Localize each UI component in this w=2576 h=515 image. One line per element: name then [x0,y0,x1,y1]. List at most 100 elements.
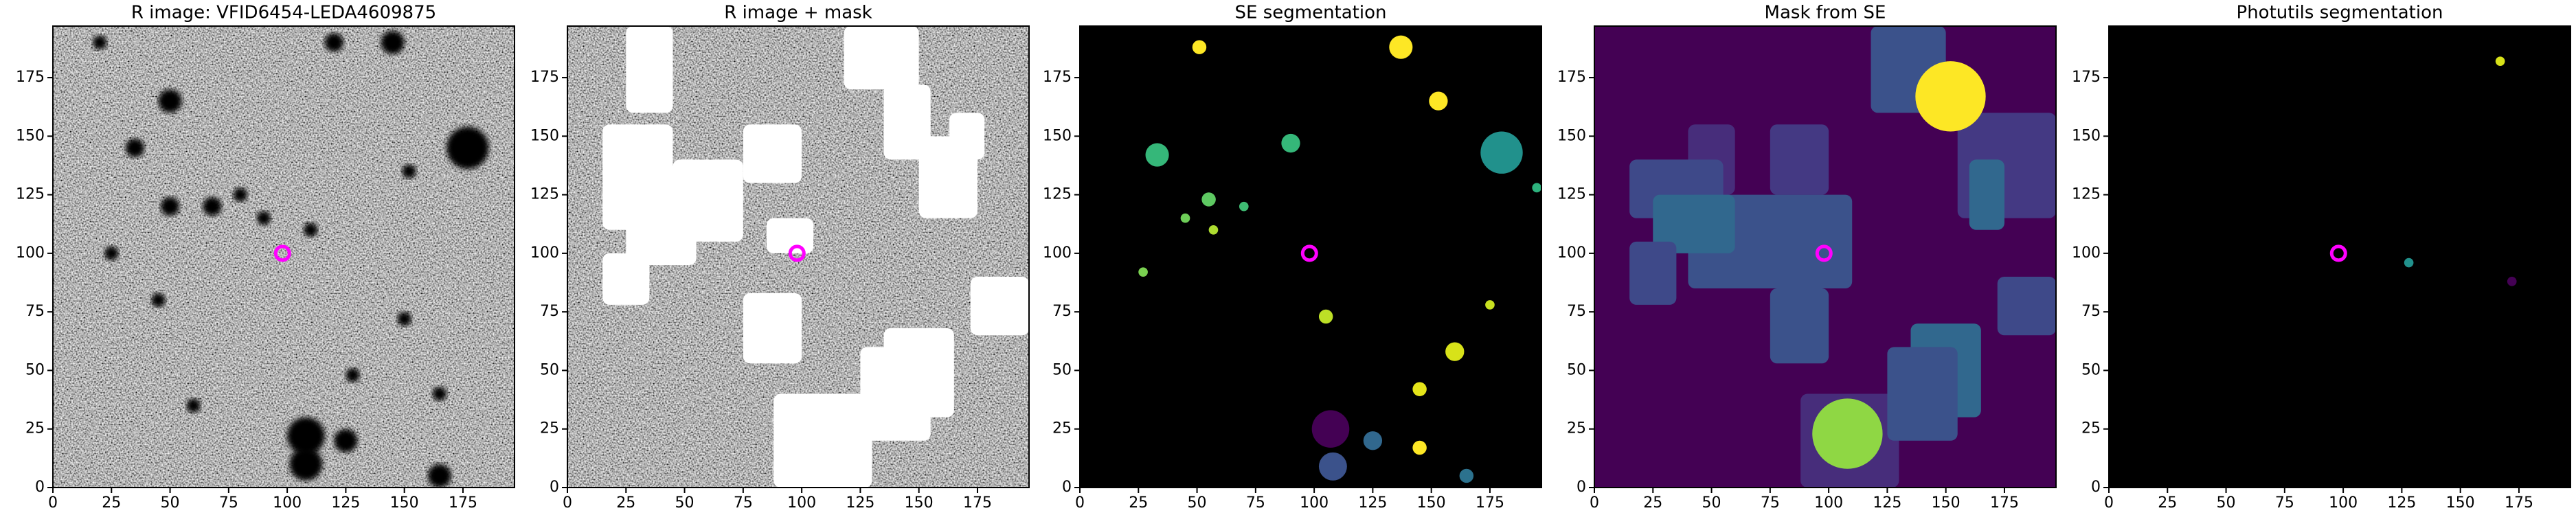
image-blob [1412,382,1427,396]
image-region [1653,194,1735,253]
y-tick-label: 75 [1052,303,1072,320]
image-blob [1363,431,1383,450]
marker [1815,244,1833,262]
x-tick-label: 150 [1932,494,1961,512]
x-tick-label: 150 [905,494,934,512]
image-blob [1318,309,1333,324]
x-tick-label: 100 [1300,494,1329,512]
image-region [1629,241,1677,305]
y-tick-label: 25 [1567,420,1586,437]
panel: SE segmentation 0 25 50 75 100 125 150 175 0 25 50 7… [1043,3,1542,512]
y-tick-label: 50 [1567,361,1586,378]
image-blob [287,417,325,455]
image-blob [2507,276,2517,286]
y-tick-label: 25 [540,420,559,437]
image-blob [92,35,107,50]
y-tick-label: 0 [550,479,559,496]
image [1594,26,2056,488]
y-tick-label: 100 [1043,244,1072,262]
x-tick-label: 50 [161,494,180,512]
image-background [1080,26,1541,488]
image-region [602,124,673,230]
x-tick-label: 50 [1188,494,1207,512]
image-background [2109,26,2571,488]
x-tick-label: 0 [1590,494,1599,512]
x-tick-label: 175 [449,494,477,512]
y-tick-label: 100 [1557,244,1586,262]
axes-frame [2108,25,2571,488]
marker [273,244,291,262]
y-tick-label: 150 [1557,127,1586,144]
panel: Mask from SE 0 25 50 75 100 125 150 175 0 25 50 75 10… [1557,3,2057,512]
image-region [1770,288,1829,364]
image-blob [289,448,323,481]
image [2109,26,2571,488]
image-blob [203,197,222,216]
x-tick-label: 125 [2387,494,2416,512]
y-tick-label: 125 [530,186,559,203]
image-region [743,124,802,183]
image-region [626,26,673,113]
image-blob [402,164,416,179]
image-blob [1208,225,1219,235]
y-tick-label: 25 [1052,420,1072,437]
x-tick-label: 25 [1643,494,1662,512]
image-blob [427,464,451,488]
panel-title: R image: VFID6454-LEDA4609875 [131,3,436,23]
x-tick-label: 75 [734,494,753,512]
y-tick-label: 125 [2072,186,2101,203]
image-blob [334,428,358,453]
y-tick-label: 175 [1557,69,1586,86]
image-region [860,347,931,441]
y-tick-label: 125 [1557,186,1586,203]
image-blob [381,30,405,54]
image-blob [1239,201,1249,211]
panel: R image + mask 0 25 50 75 100 125 150 175 0 25 50 75… [530,3,1030,512]
y-tick-label: 75 [1567,303,1586,320]
image-region [743,293,802,364]
x-tick-label: 175 [1476,494,1504,512]
y-tick-label: 50 [540,361,559,378]
image-region [949,113,985,160]
y-tick-label: 0 [1577,479,1586,496]
y-tick-label: 125 [16,186,45,203]
x-tick-label: 75 [1246,494,1265,512]
x-tick-label: 25 [1129,494,1148,512]
x-tick-label: 50 [2217,494,2236,512]
axes-frame [52,25,515,488]
image-region [602,253,650,305]
panel: Photutils segmentation 0 25 50 75 100 125 150 17… [2072,3,2571,512]
x-tick-label: 125 [1358,494,1387,512]
y-tick-label: 100 [2072,244,2101,262]
image-region [626,218,697,265]
image-blob [1412,440,1427,455]
x-tick-label: 25 [2158,494,2177,512]
x-tick-label: 125 [331,494,360,512]
image-blob [1445,342,1465,361]
image-blob [1311,410,1350,448]
y-tick-label: 175 [530,69,559,86]
image-blob [104,246,119,261]
image-blob [1915,61,1986,132]
axes-frame [567,25,1030,488]
panel-title: SE segmentation [1235,3,1387,23]
image-region [1997,276,2056,336]
x-tick-label: 75 [1761,494,1780,512]
y-tick-label: 175 [16,69,45,86]
x-tick-label: 175 [2505,494,2533,512]
image-blob [2495,56,2505,66]
y-tick-label: 75 [540,303,559,320]
image-blob [1145,143,1169,167]
image-blob [346,368,360,382]
x-tick-label: 75 [219,494,238,512]
y-tick-label: 25 [2081,420,2101,437]
image-blob [1429,91,1448,111]
y-tick-label: 150 [16,127,45,144]
x-tick-label: 25 [616,494,635,512]
y-tick-label: 75 [25,303,45,320]
y-tick-label: 75 [2081,303,2101,320]
image-blob [160,197,180,216]
x-tick-label: 0 [2104,494,2114,512]
image-blob [324,33,343,52]
y-tick-label: 0 [35,479,45,496]
